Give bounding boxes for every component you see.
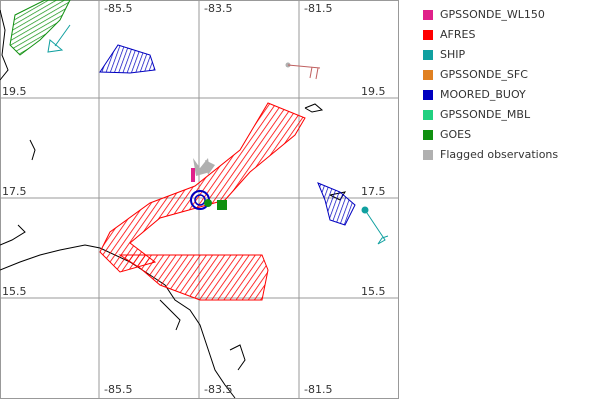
ship-observations (47, 24, 389, 245)
legend: GPSSONDE_WL150 AFRES SHIP GPSSONDE_SFC MOORE… (423, 8, 558, 161)
legend-swatch (423, 10, 433, 20)
longitude-label: -83.5 (204, 2, 232, 15)
legend-label: GOES (440, 128, 471, 141)
legend-label: SHIP (440, 48, 465, 61)
longitude-label: -83.5 (204, 383, 232, 396)
legend-swatch (423, 70, 433, 80)
legend-swatch (423, 110, 433, 120)
legend-label: GPSSONDE_WL150 (440, 8, 545, 21)
afres-observations (99, 102, 306, 301)
legend-label: GPSSONDE_SFC (440, 68, 528, 81)
longitude-label: -85.5 (104, 383, 132, 396)
latitude-label: 19.5 (361, 85, 386, 98)
legend-swatch (423, 150, 433, 160)
longitude-label: -81.5 (304, 2, 332, 15)
legend-swatch (423, 30, 433, 40)
sfc-observations (285, 62, 321, 80)
legend-label: MOORED_BUOY (440, 88, 526, 101)
latitude-label: 17.5 (2, 185, 27, 198)
longitude-label: -81.5 (304, 383, 332, 396)
latitude-label: 15.5 (2, 285, 27, 298)
moored-buoy-observations (99, 44, 356, 226)
latitude-label: 17.5 (361, 185, 386, 198)
legend-swatch (423, 50, 433, 60)
legend-label: AFRES (440, 28, 475, 41)
legend-label: Flagged observations (440, 148, 558, 161)
legend-swatch (423, 90, 433, 100)
legend-swatch (423, 130, 433, 140)
latitude-label: 15.5 (361, 285, 386, 298)
legend-label: GPSSONDE_MBL (440, 108, 531, 121)
goes-observations (9, 0, 227, 210)
map-panel: -85.5 -85.5 -83.5 -83.5 -81.5 -81.5 19.5 19.5 17… (0, 0, 399, 399)
latitude-label: 19.5 (2, 85, 27, 98)
flagged-observations (191, 158, 215, 182)
longitude-label: -85.5 (104, 2, 132, 15)
